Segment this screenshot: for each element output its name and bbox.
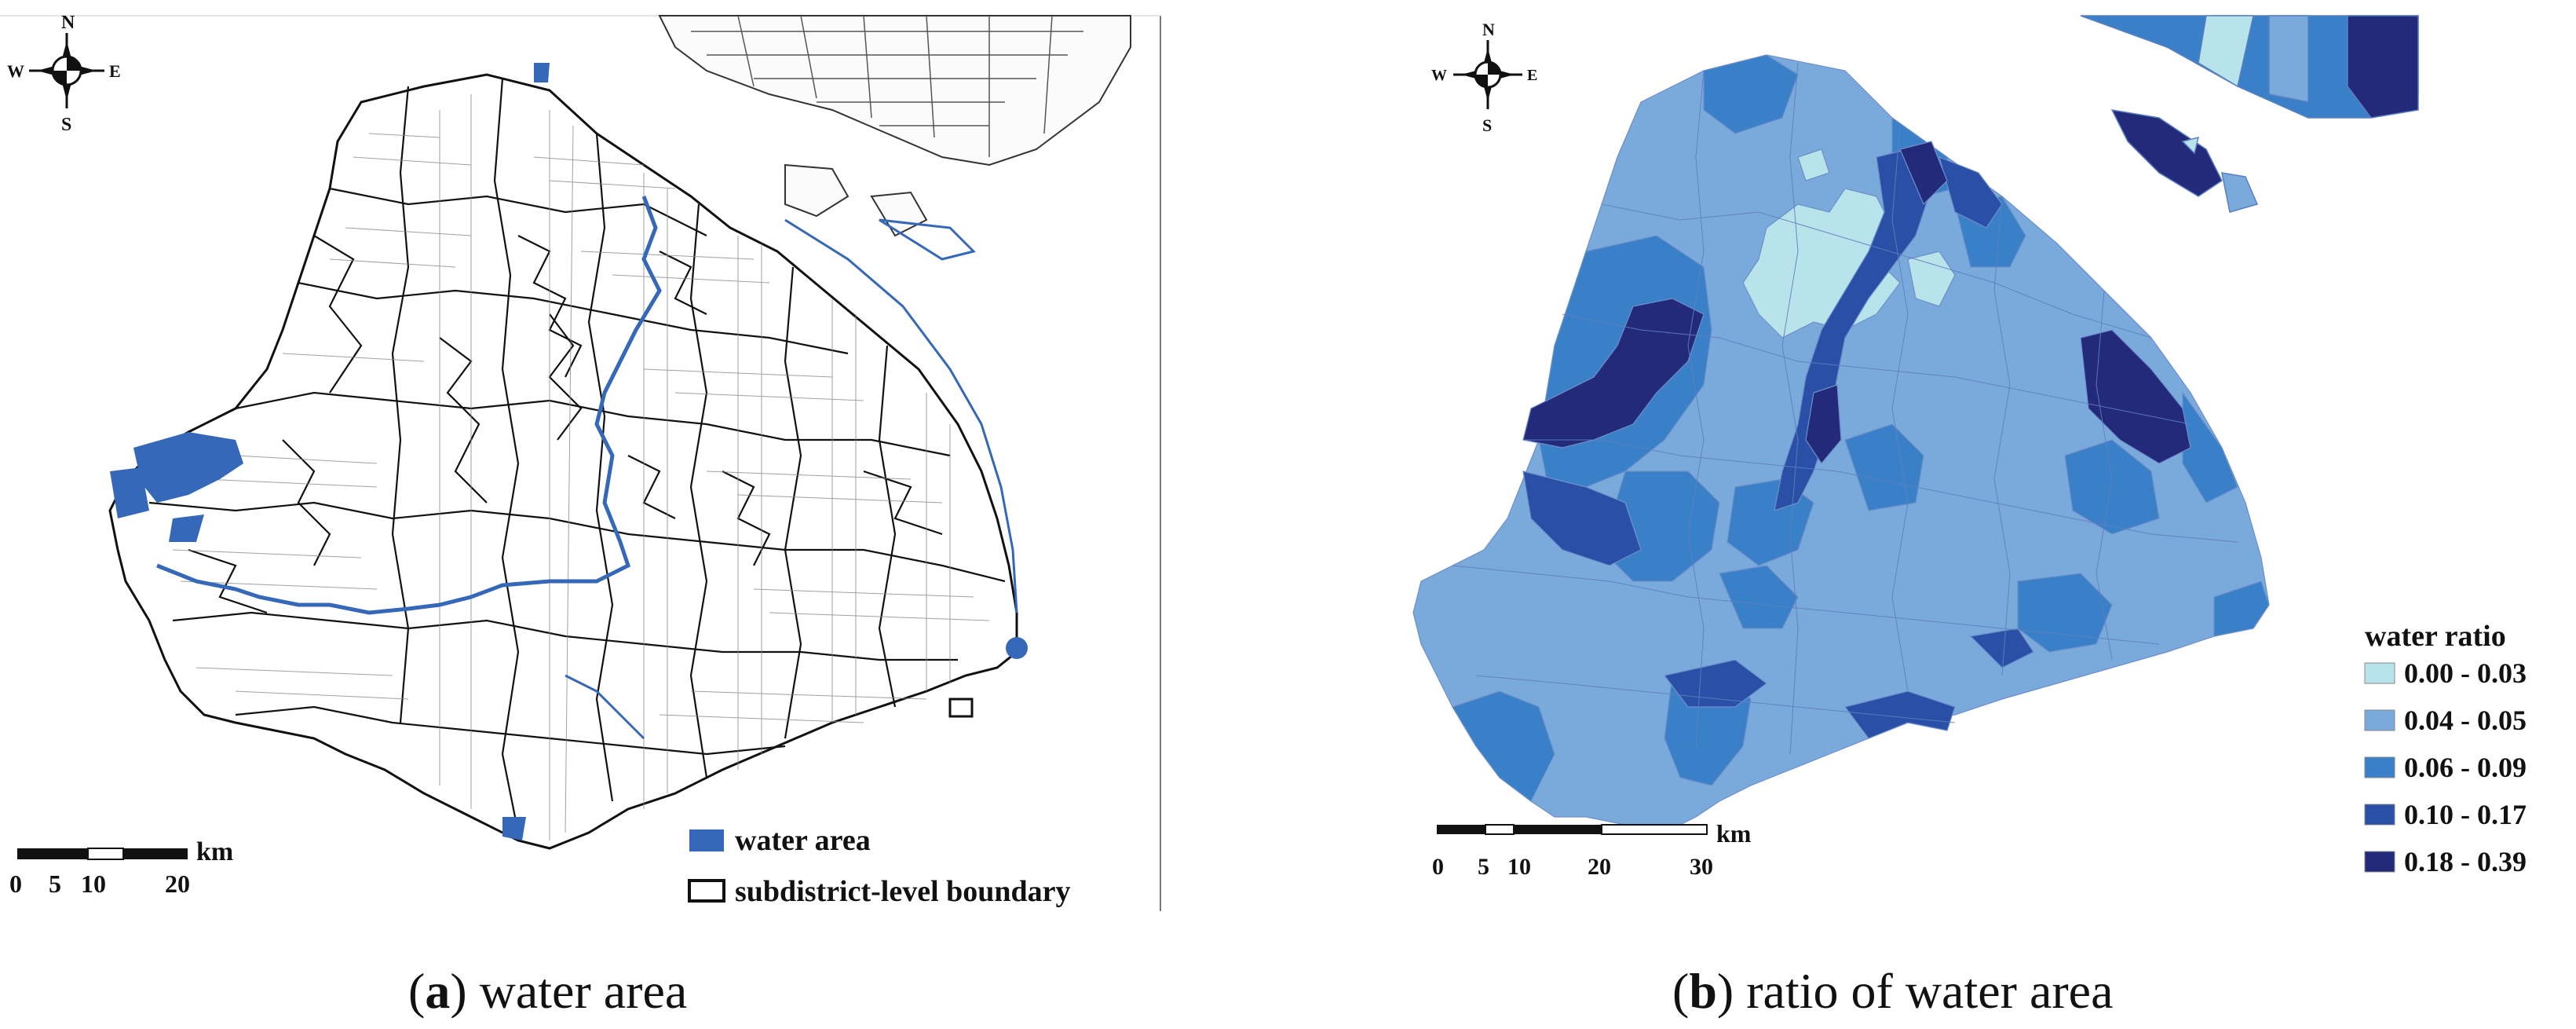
panel-a-water-area-map: N S E W: [0, 0, 1170, 919]
scale-b-tick: 0: [1432, 854, 1444, 880]
compass-e-label: E: [1527, 67, 1537, 84]
caption-b-letter: b: [1689, 963, 1717, 1019]
scale-a-unit: km: [196, 837, 233, 866]
compass-rose-icon: N S E W: [1431, 20, 1537, 135]
legend-b-background: [2359, 613, 2576, 892]
legend-class-row: 0.04 - 0.05: [2364, 705, 2527, 736]
scale-b-tick: 5: [1478, 854, 1489, 880]
scale-b-unit: km: [1716, 819, 1752, 848]
chongming-island-choropleth: [2080, 15, 2419, 213]
legend-a: water area subdistrict-level boundary: [688, 824, 1071, 908]
caption-a-text: water area: [479, 963, 688, 1019]
legend-class-label: 0.06 - 0.09: [2404, 752, 2527, 783]
scale-a-tick: 20: [165, 870, 190, 898]
legend-label-boundary: subdistrict-level boundary: [735, 875, 1071, 908]
compass-s-label: S: [61, 115, 71, 135]
legend-swatch-water: [689, 829, 724, 851]
compass-w-label: W: [1431, 67, 1447, 84]
caption-a: (a) water area: [408, 963, 688, 1019]
scale-b-tick: 10: [1507, 854, 1531, 880]
compass-n-label: N: [1482, 20, 1495, 39]
legend-label-water: water area: [735, 824, 871, 857]
caption-b-text: ratio of water area: [1746, 963, 2114, 1019]
chongming-island-outline: [658, 15, 1131, 261]
scale-a-tick: 5: [49, 870, 61, 898]
legend-class-row: 0.00 - 0.03: [2364, 657, 2527, 689]
caption-b: (b) ratio of water area: [1672, 963, 2114, 1019]
legend-class-label: 0.18 - 0.39: [2404, 846, 2527, 877]
legend-swatch: [2364, 709, 2395, 731]
dianshan-lake: [133, 432, 243, 503]
scale-bar-a: km 0 5 10 20: [9, 837, 233, 898]
legend-swatch: [2364, 756, 2395, 778]
compass-w-label: W: [7, 61, 24, 81]
legend-class-row: 0.10 - 0.17: [2364, 799, 2527, 830]
shanghai-choropleth-map: [1412, 54, 2270, 833]
compass-e-label: E: [109, 61, 121, 81]
scale-a-tick: 10: [81, 870, 106, 898]
legend-b-title: water ratio: [2365, 620, 2506, 653]
legend-class-row: 0.06 - 0.09: [2364, 752, 2527, 783]
scale-b-tick: 20: [1588, 854, 1611, 880]
scale-b-tick: 30: [1690, 854, 1713, 880]
panel-b-water-ratio-map: N S E W: [1405, 0, 2576, 919]
scale-a-tick: 0: [9, 870, 22, 898]
map-b-canvas: N S E W: [1412, 15, 2576, 892]
legend-class-label: 0.10 - 0.17: [2404, 799, 2527, 830]
caption-a-letter: a: [425, 963, 451, 1019]
legend-class-row: 0.18 - 0.39: [2364, 846, 2527, 877]
compass-rose-icon: N S E W: [7, 13, 121, 135]
compass-s-label: S: [1482, 115, 1492, 135]
legend-b: water ratio 0.00 - 0.03 0.04 - 0.05 0.06…: [2359, 613, 2576, 892]
legend-swatch: [2364, 804, 2395, 826]
compass-n-label: N: [61, 13, 75, 33]
legend-class-label: 0.04 - 0.05: [2404, 705, 2527, 736]
legend-class-label: 0.00 - 0.03: [2404, 657, 2527, 689]
legend-swatch-boundary: [688, 879, 725, 903]
legend-swatch: [2364, 662, 2395, 684]
legend-swatch: [2364, 851, 2395, 873]
shanghai-boundary-map: [108, 63, 1028, 850]
map-a-canvas: N S E W: [0, 13, 1161, 911]
scale-bar-b: km 0 5 10 20 30: [1432, 819, 1752, 880]
